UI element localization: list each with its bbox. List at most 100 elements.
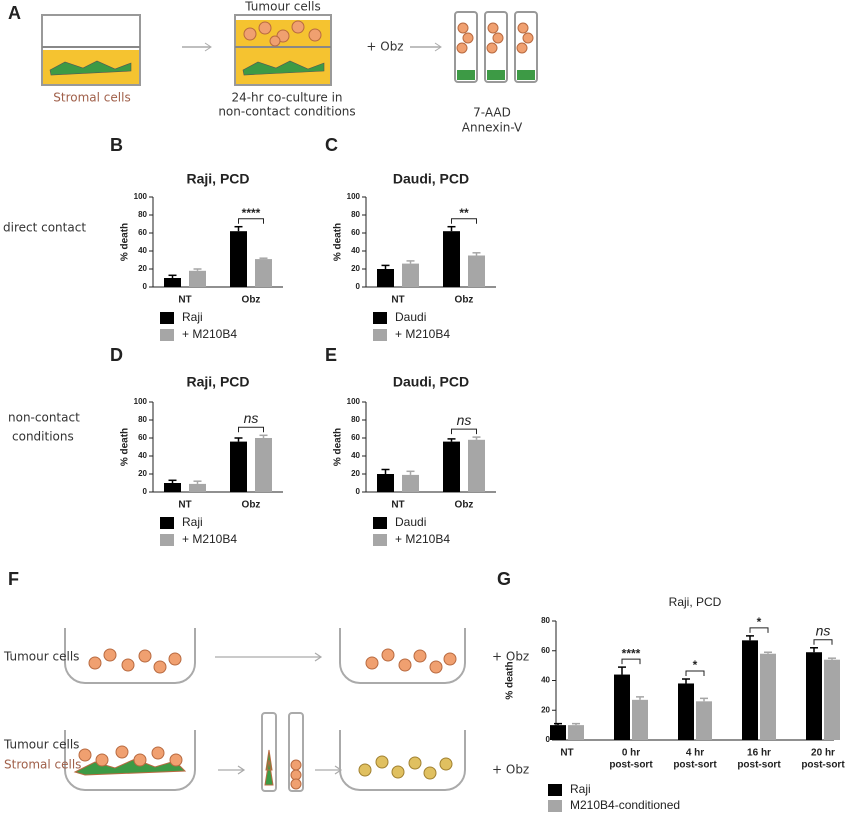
diagram-label: Stromal cells bbox=[53, 91, 130, 105]
diagram-label: + Obz bbox=[492, 763, 529, 777]
bar bbox=[696, 701, 712, 740]
bar bbox=[550, 725, 566, 740]
legend-swatch bbox=[548, 784, 562, 796]
y-axis-label: % death bbox=[120, 223, 131, 261]
legend-label: Daudi bbox=[395, 515, 426, 529]
y-tick-label: 40 bbox=[541, 676, 550, 685]
x-tick-label: Obz bbox=[455, 295, 474, 306]
panel-a-diagram bbox=[41, 11, 538, 86]
x-tick-label: 4 hr bbox=[686, 748, 704, 759]
y-tick-label: 20 bbox=[541, 705, 550, 714]
legend-swatch bbox=[373, 312, 387, 324]
legend-label: M210B4-conditioned bbox=[570, 798, 680, 812]
y-tick-label: 60 bbox=[138, 433, 147, 442]
bar bbox=[632, 699, 648, 740]
legend-swatch bbox=[160, 534, 174, 546]
y-tick-label: 80 bbox=[138, 415, 147, 424]
chart-title: Daudi, PCD bbox=[393, 374, 469, 390]
y-tick-label: 100 bbox=[134, 192, 148, 201]
y-tick-label: 80 bbox=[138, 210, 147, 219]
legend-label: Daudi bbox=[395, 310, 426, 324]
significance-label: * bbox=[757, 615, 762, 629]
bar bbox=[568, 725, 584, 740]
bar bbox=[760, 653, 776, 740]
x-tick-label: post-sort bbox=[737, 760, 781, 771]
bar bbox=[255, 259, 272, 287]
legend-swatch bbox=[160, 312, 174, 324]
y-tick-label: 60 bbox=[138, 228, 147, 237]
y-tick-label: 0 bbox=[143, 487, 148, 496]
diagram-label: Tumour cells bbox=[244, 0, 320, 14]
row-label: conditions bbox=[12, 430, 74, 444]
significance-label: **** bbox=[242, 206, 261, 220]
significance-bracket bbox=[749, 627, 769, 633]
bar bbox=[377, 269, 394, 287]
diagram-label: non-contact conditions bbox=[218, 105, 355, 119]
bar bbox=[377, 474, 394, 492]
bar bbox=[164, 483, 181, 492]
panel-f-diagram bbox=[64, 628, 466, 792]
y-tick-label: 20 bbox=[138, 469, 147, 478]
y-axis-label: % death bbox=[333, 428, 344, 466]
y-tick-label: 40 bbox=[138, 451, 147, 460]
y-tick-label: 20 bbox=[351, 264, 360, 273]
panel-label: E bbox=[325, 345, 337, 365]
row-label: direct contact bbox=[3, 221, 86, 235]
significance-bracket bbox=[238, 218, 264, 224]
y-axis-label: % death bbox=[120, 428, 131, 466]
diagram-label: 24-hr co-culture in bbox=[231, 91, 342, 105]
significance-label: ** bbox=[459, 206, 469, 220]
y-axis-label: % death bbox=[505, 661, 516, 699]
panel-label: D bbox=[110, 345, 123, 365]
legend-swatch bbox=[373, 329, 387, 341]
bar bbox=[742, 640, 758, 740]
panel-label: A bbox=[8, 3, 21, 23]
x-tick-label: post-sort bbox=[673, 760, 717, 771]
bar bbox=[443, 231, 460, 287]
legend-label: + M210B4 bbox=[395, 532, 450, 546]
significance-label: ns bbox=[457, 412, 472, 428]
panel-label: F bbox=[8, 569, 19, 589]
y-tick-label: 40 bbox=[351, 246, 360, 255]
y-tick-label: 20 bbox=[138, 264, 147, 273]
legend-swatch bbox=[160, 329, 174, 341]
bar bbox=[678, 683, 694, 740]
bar bbox=[468, 439, 485, 492]
legend-label: Raji bbox=[570, 782, 591, 796]
panel-label: C bbox=[325, 135, 338, 155]
x-tick-label: NT bbox=[178, 500, 191, 511]
bar bbox=[443, 441, 460, 492]
bar bbox=[402, 263, 419, 287]
bar bbox=[189, 483, 206, 492]
y-tick-label: 80 bbox=[351, 415, 360, 424]
legend-swatch bbox=[373, 517, 387, 529]
legend-label: Raji bbox=[182, 515, 203, 529]
bar bbox=[468, 255, 485, 287]
y-tick-label: 60 bbox=[351, 228, 360, 237]
legend-swatch bbox=[373, 534, 387, 546]
panel-label: G bbox=[497, 569, 511, 589]
bar bbox=[230, 441, 247, 492]
y-tick-label: 60 bbox=[541, 646, 550, 655]
x-tick-label: Obz bbox=[242, 295, 261, 306]
significance-label: ns bbox=[816, 622, 831, 638]
x-tick-label: 16 hr bbox=[747, 748, 771, 759]
significance-bracket bbox=[451, 218, 477, 224]
y-tick-label: 100 bbox=[347, 397, 361, 406]
y-tick-label: 80 bbox=[541, 616, 550, 625]
significance-label: **** bbox=[622, 646, 641, 660]
legend-label: + M210B4 bbox=[182, 327, 237, 341]
bar bbox=[164, 278, 181, 287]
x-tick-label: NT bbox=[391, 500, 404, 511]
bar bbox=[402, 474, 419, 492]
bar bbox=[824, 659, 840, 740]
y-tick-label: 40 bbox=[138, 246, 147, 255]
legend-label: Raji bbox=[182, 310, 203, 324]
significance-bracket bbox=[813, 639, 833, 645]
y-tick-label: 100 bbox=[134, 397, 148, 406]
legend-label: + M210B4 bbox=[395, 327, 450, 341]
bar bbox=[189, 270, 206, 287]
row-label: non-contact bbox=[8, 411, 80, 425]
y-tick-label: 80 bbox=[351, 210, 360, 219]
